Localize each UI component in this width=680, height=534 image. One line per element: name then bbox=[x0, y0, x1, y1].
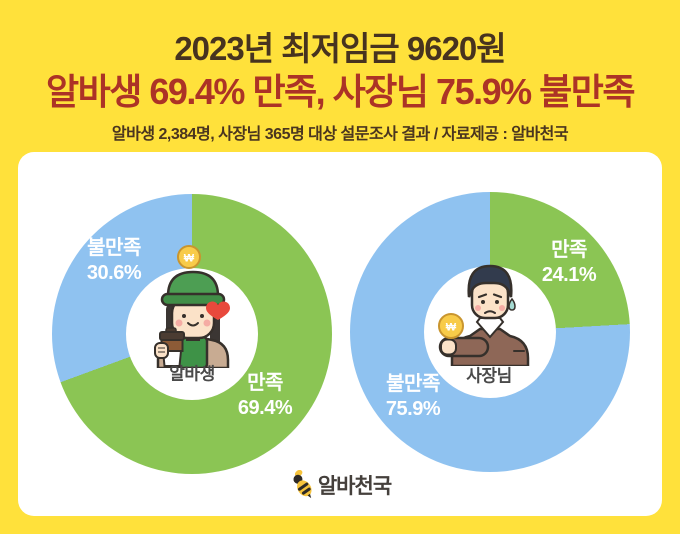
coin-icon: ₩ bbox=[438, 313, 464, 339]
svg-text:₩: ₩ bbox=[446, 322, 457, 334]
svg-text:₩: ₩ bbox=[184, 253, 195, 265]
bee-icon bbox=[293, 470, 312, 499]
arm bbox=[438, 336, 490, 358]
cap bbox=[160, 270, 226, 307]
center-label-boss: 사장님 bbox=[466, 366, 512, 386]
headline: 알바생 69.4% 만족, 사장님 75.9% 불만족 bbox=[46, 71, 635, 112]
chart-card: 불만족 30.6% 만족 69.4% ₩ bbox=[18, 152, 662, 516]
slice-label-satisfied-left: 만족 69.4% bbox=[237, 372, 293, 419]
boss-character: ₩ bbox=[438, 264, 530, 366]
barista-character: ₩ bbox=[154, 245, 230, 368]
page-title: 2023년 최저임금 9620원 bbox=[174, 30, 506, 67]
heart-icon bbox=[206, 301, 230, 320]
brand-logo: 알바천국 bbox=[18, 470, 662, 500]
center-label-part-timer: 알바생 bbox=[169, 364, 215, 384]
header: 2023년 최저임금 9620원 알바생 69.4% 만족, 사장님 75.9%… bbox=[0, 28, 680, 144]
brand-name: 알바천국 bbox=[317, 475, 392, 498]
coin-icon: ₩ bbox=[177, 245, 201, 269]
coffee-cup-icon bbox=[154, 327, 185, 367]
face bbox=[170, 296, 216, 340]
slice-label-dissatisfied-left: 불만족 30.6% bbox=[86, 237, 142, 284]
slice-label-satisfied-right: 만족 24.1% bbox=[541, 239, 597, 286]
collar bbox=[475, 317, 505, 339]
survey-note: 알바생 2,384명, 사장님 365명 대상 설문조사 결과 / 자료제공 :… bbox=[111, 126, 569, 143]
hair bbox=[467, 264, 513, 298]
sweat-drop-icon bbox=[508, 297, 516, 311]
slice-label-dissatisfied-right: 불만족 75.9% bbox=[385, 373, 441, 420]
